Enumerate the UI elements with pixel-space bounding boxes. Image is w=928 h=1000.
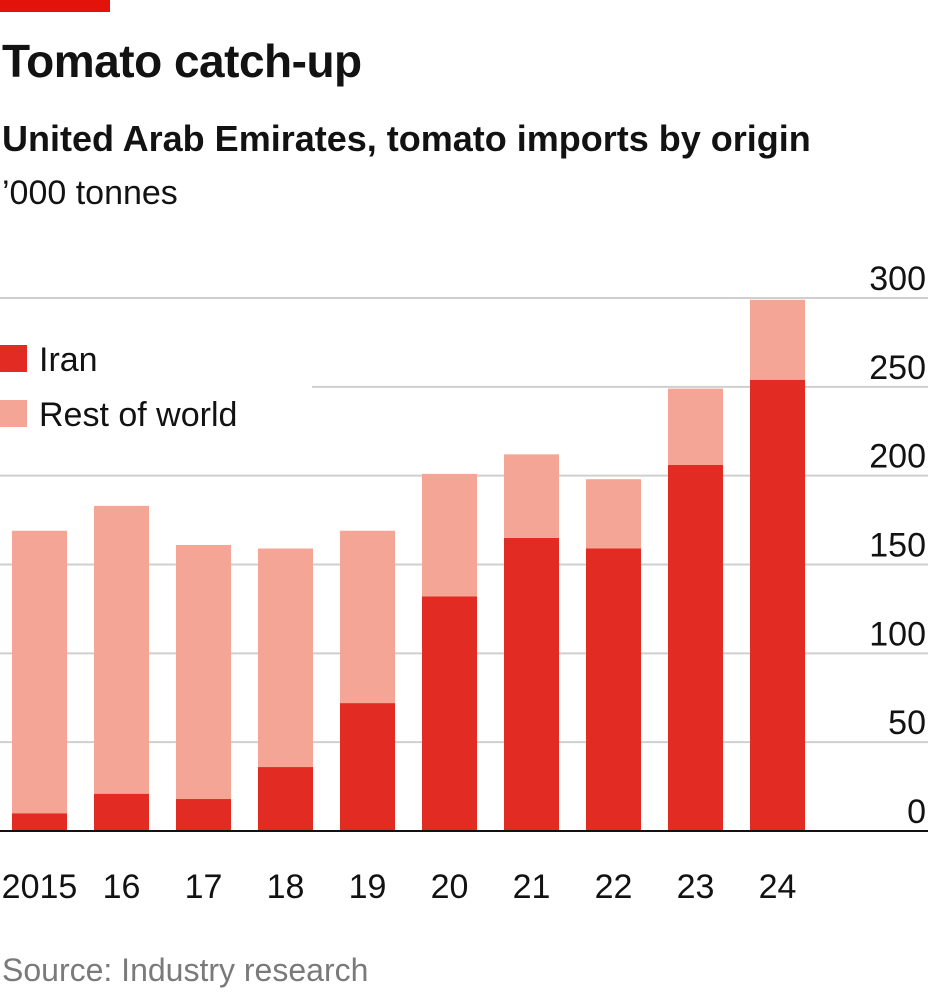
stacked-bar-chart: 0 50 100 150 200 250 300 2015 16 17 18 19 20 21 22 23 24…: [0, 260, 928, 906]
bar-rest-of-world-18: [258, 548, 313, 768]
legend-label-iran: Iran: [39, 341, 98, 379]
bar-iran-20: [422, 596, 477, 831]
bar-rest-of-world-21: [504, 454, 559, 538]
x-tick-label-16: 16: [103, 868, 141, 906]
brand-accent-bar: [0, 0, 110, 12]
legend-swatch-iran: [0, 345, 27, 372]
bar-rest-of-world-2015: [12, 530, 67, 814]
bar-rest-of-world-24: [750, 299, 805, 380]
y-tick-label-0: 0: [907, 793, 926, 831]
x-tick-label-17: 17: [185, 868, 223, 906]
x-tick-label-24: 24: [759, 868, 797, 906]
x-tick-label-21: 21: [513, 868, 551, 906]
y-tick-label-200: 200: [869, 438, 926, 476]
bar-rest-of-world-19: [340, 530, 395, 704]
chart-title: Tomato catch-up: [2, 35, 362, 87]
y-tick-label-150: 150: [869, 527, 926, 565]
bar-iran-24: [750, 379, 805, 831]
legend-label-rest-of-world: Rest of world: [39, 396, 237, 434]
bar-rest-of-world-20: [422, 473, 477, 597]
y-tick-label-300: 300: [869, 260, 926, 298]
bar-iran-21: [504, 537, 559, 831]
x-tick-label-19: 19: [349, 868, 387, 906]
legend-swatch-rest-of-world: [0, 400, 27, 427]
source-note: Source: Industry research: [2, 952, 369, 988]
bar-rest-of-world-17: [176, 544, 231, 800]
x-tick-label-23: 23: [677, 868, 715, 906]
x-tick-label-22: 22: [595, 868, 633, 906]
x-tick-label-18: 18: [267, 868, 305, 906]
x-tick-label-20: 20: [431, 868, 469, 906]
bar-iran-2015: [12, 813, 67, 831]
bar-rest-of-world-16: [94, 505, 149, 794]
x-tick-label-2015: 2015: [2, 868, 78, 906]
chart-subtitle: United Arab Emirates, tomato imports by …: [2, 118, 811, 159]
bar-rest-of-world-23: [668, 388, 723, 466]
bar-iran-22: [586, 548, 641, 831]
bar-iran-19: [340, 703, 395, 831]
unit-label: ’000 tonnes: [2, 174, 178, 212]
bar-iran-18: [258, 767, 313, 831]
y-tick-label-250: 250: [869, 349, 926, 387]
bar-iran-17: [176, 799, 231, 831]
bar-iran-23: [668, 465, 723, 831]
y-tick-label-50: 50: [888, 704, 926, 742]
bar-iran-16: [94, 793, 149, 831]
y-tick-label-100: 100: [869, 615, 926, 653]
bar-rest-of-world-22: [586, 479, 641, 549]
